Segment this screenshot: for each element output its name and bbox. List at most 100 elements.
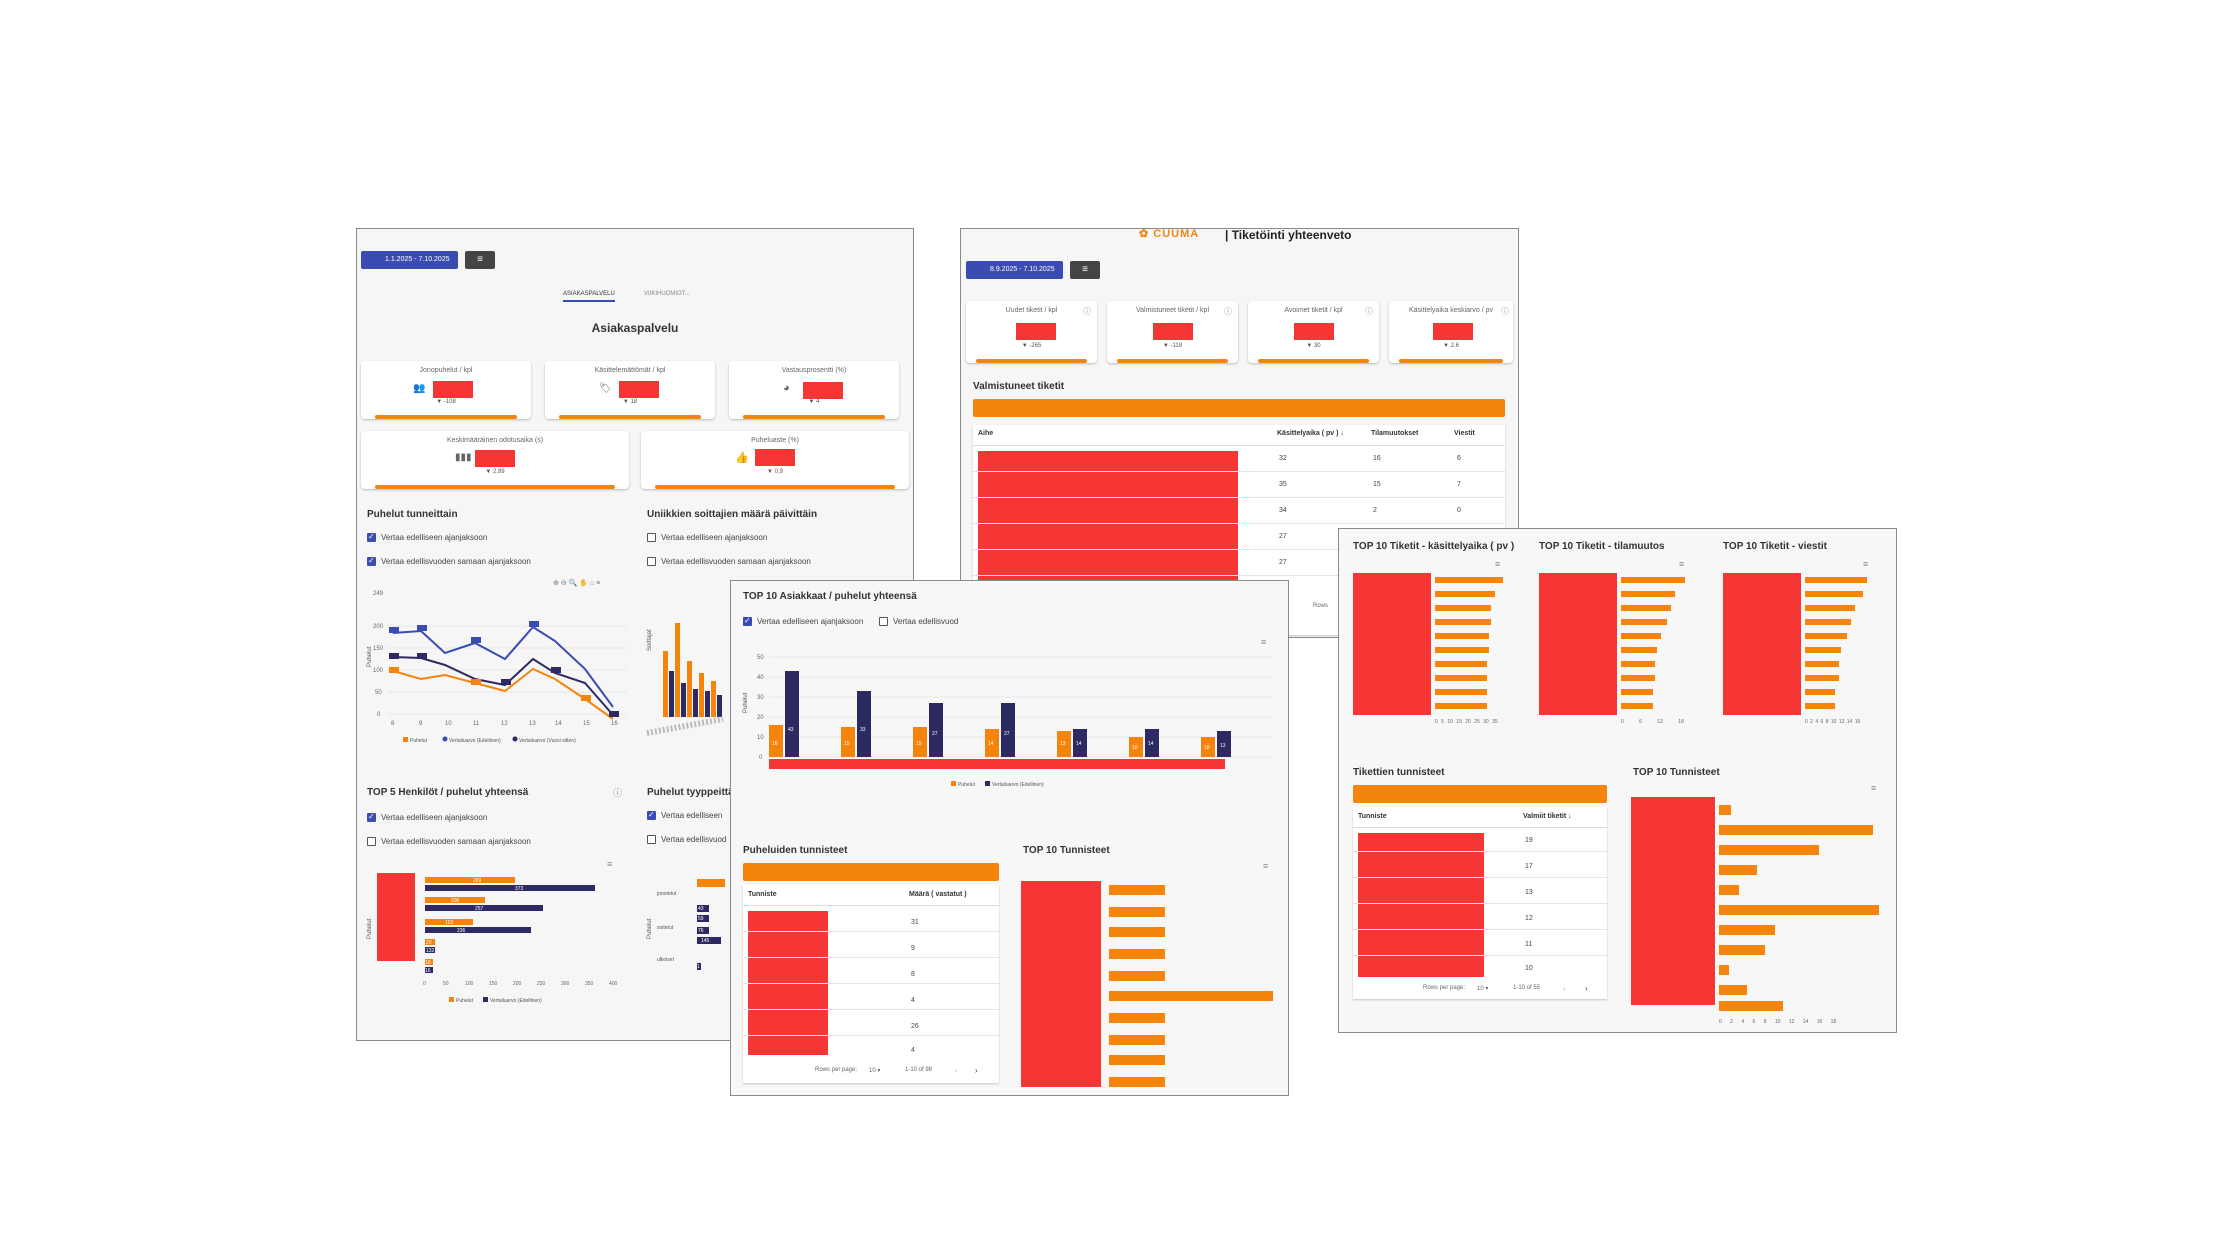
svg-text:150: 150 — [373, 646, 384, 652]
ticket-bar — [1435, 703, 1487, 709]
svg-text:373: 373 — [515, 886, 524, 892]
rows-per-page-select[interactable]: 10 ▾ — [869, 1068, 881, 1074]
ticket-bar — [1435, 633, 1489, 639]
svg-text:ulkoiset: ulkoiset — [657, 957, 675, 963]
svg-text:200: 200 — [513, 981, 522, 987]
table-cell: 12 — [1525, 915, 1533, 922]
prev-page-icon[interactable]: ‹ — [955, 1066, 958, 1075]
svg-text:0: 0 — [377, 712, 381, 718]
date-range-button[interactable]: 8.9.2025 - 7.10.2025 — [966, 261, 1063, 279]
page-title: | Tiketöinti yhteenveto — [1225, 228, 1352, 242]
tag-bar — [1719, 905, 1879, 915]
types-compare-last-year-checkbox[interactable]: Vertaa edellisvuod — [647, 835, 726, 845]
compare-last-year-checkbox[interactable]: Vertaa edellisvuoden samaan ajanjaksoon — [367, 556, 531, 567]
dashboard-top10-tiketit: TOP 10 Tiketit - käsittelyaika ( pv ) TO… — [1338, 528, 1897, 1033]
customers-compare-previous-checkbox[interactable]: Vertaa edelliseen ajanjaksoon — [743, 616, 863, 627]
svg-text:1: 1 — [697, 964, 700, 970]
chart-menu-icon[interactable]: ≡ — [1263, 861, 1269, 871]
svg-text:14: 14 — [555, 721, 562, 727]
ticket-bar — [1621, 647, 1657, 653]
kpi-value-redacted — [619, 381, 659, 398]
help-icon[interactable]: ⓘ — [613, 788, 623, 798]
table-cell: 31 — [911, 919, 919, 926]
rows-per-page-select[interactable]: 10 ▾ — [1477, 986, 1489, 992]
svg-text:257: 257 — [475, 906, 484, 912]
help-icon[interactable]: ⓘ — [1083, 307, 1091, 316]
tab-asiakaspalvelu[interactable]: ASIAKASPALVELU — [563, 291, 615, 302]
col-kasittelyaika[interactable]: Käsittelyaika ( pv ) ↓ — [1277, 430, 1344, 437]
table-cell: 8 — [911, 971, 915, 978]
prev-page-icon[interactable]: ‹ — [1563, 984, 1566, 993]
kpi-valmistuneet-tiketit: Valmistuneet tiketit / kpl ⓘ ▼ -118 — [1107, 301, 1238, 363]
svg-text:jonotetut: jonotetut — [656, 891, 677, 897]
svg-text:0: 0 — [759, 755, 763, 761]
chart-menu-icon[interactable]: ≡ — [1261, 637, 1267, 647]
menu-button[interactable]: ≡ — [465, 251, 495, 269]
next-page-icon[interactable]: › — [1585, 984, 1588, 993]
col-valmiit-tiketit[interactable]: Valmiit tiketit ↓ — [1523, 813, 1572, 820]
y-axis-label: Soittajat — [647, 629, 653, 651]
unique-callers-chart: Soittajat — [646, 623, 724, 736]
svg-text:14: 14 — [988, 741, 994, 747]
col-maara[interactable]: Määrä ( vastatut ) — [909, 891, 967, 898]
col-viestit[interactable]: Viestit — [1454, 430, 1475, 437]
tag-bar — [1109, 971, 1165, 981]
help-icon[interactable]: ⓘ — [1365, 307, 1373, 316]
y-axis-label: Puhelut — [743, 692, 749, 713]
ticket-bar — [1805, 591, 1863, 597]
unique-compare-previous-checkbox[interactable]: Vertaa edelliseen ajanjaksoon — [647, 533, 767, 543]
chart-menu-icon[interactable]: ≡ — [1495, 559, 1501, 569]
customers-compare-last-year-checkbox[interactable]: Vertaa edellisvuod — [879, 617, 958, 627]
chart-toolbar-icons[interactable]: ⊕ ⊖ 🔍 ✋ ⌂ ≡ — [553, 580, 601, 587]
names-redacted — [377, 873, 415, 961]
top5-compare-previous-checkbox[interactable]: Vertaa edelliseen ajanjaksoon — [367, 812, 487, 823]
kpi-jonopuhelut: Jonopuhelut / kpl 👥 ▼ -108 — [361, 361, 531, 419]
date-range-button[interactable]: 1.1.2025 - 7.10.2025 — [361, 251, 458, 269]
table-cell: 27 — [1279, 559, 1287, 566]
compare-previous-checkbox[interactable]: Vertaa edelliseen ajanjaksoon — [367, 532, 487, 543]
col-tunniste[interactable]: Tunniste — [748, 891, 777, 898]
unique-compare-last-year-checkbox[interactable]: Vertaa edellisvuoden samaan ajanjaksoon — [647, 557, 811, 567]
kpi-value-redacted — [803, 382, 843, 399]
tag-bar — [1109, 949, 1165, 959]
col-aihe[interactable]: Aihe — [978, 430, 994, 437]
col-tunniste[interactable]: Tunniste — [1358, 813, 1387, 820]
chart-menu-icon[interactable]: ≡ — [1871, 783, 1877, 793]
menu-button[interactable]: ≡ — [1070, 261, 1100, 279]
svg-text:250: 250 — [537, 981, 546, 987]
tab-viikihuomiot[interactable]: VIIKIHUOMIOT... — [644, 291, 690, 297]
chart-menu-icon[interactable]: ≡ — [1863, 559, 1869, 569]
chart-menu-icon[interactable]: ≡ — [607, 859, 613, 869]
call-tags-table: Tunniste Määrä ( vastatut ) 31 9 8 4 26 … — [743, 885, 999, 1083]
col-tilamuutokset[interactable]: Tilamuutokset — [1371, 430, 1419, 437]
help-icon[interactable]: ⓘ — [1224, 307, 1232, 316]
ticket-bar — [1621, 633, 1661, 639]
tag-bar — [1719, 825, 1873, 835]
tag-bar — [1719, 985, 1747, 995]
bar-chart-icon: ▮▮▮ — [455, 452, 472, 463]
ticket-bar — [1435, 661, 1487, 667]
ticket-tags-table: Tunniste Valmiit tiketit ↓ 19 17 13 12 1… — [1353, 807, 1607, 999]
y-top-label: 249 — [373, 591, 384, 597]
unique-callers-title: Uniikkien soittajien määrä päivittäin — [647, 509, 818, 520]
types-compare-previous-checkbox[interactable]: Vertaa edelliseen — [647, 810, 722, 821]
top10-tags-title: TOP 10 Tunnisteet — [1023, 845, 1110, 856]
kpi-value-redacted — [475, 450, 515, 467]
top5-persons-title: TOP 5 Henkilöt / puhelut yhteensä — [367, 787, 529, 798]
table-cell: 0 — [1457, 507, 1461, 514]
chart-menu-icon[interactable]: ≡ — [1679, 559, 1685, 569]
help-icon[interactable]: ⓘ — [1501, 307, 1509, 316]
table-cell: 27 — [1279, 533, 1287, 540]
ticket-bar — [1805, 619, 1851, 625]
ticket-bar — [1621, 619, 1667, 625]
tag-icon: 🏷 — [599, 383, 612, 394]
top5-compare-last-year-checkbox[interactable]: Vertaa edellisvuoden samaan ajanjaksoon — [367, 837, 531, 847]
tag-bar — [1109, 885, 1165, 895]
svg-text:300: 300 — [561, 981, 570, 987]
dashboard-asiakkaat: TOP 10 Asiakkaat / puhelut yhteensä Vert… — [730, 580, 1289, 1096]
table-cell: 2 — [1373, 507, 1377, 514]
kpi-odotusaika: Keskimääräinen odotusaika (s) ▮▮▮ ▼ 2,89 — [361, 431, 629, 489]
tag-bar — [1109, 1077, 1165, 1087]
next-page-icon[interactable]: › — [975, 1066, 978, 1075]
